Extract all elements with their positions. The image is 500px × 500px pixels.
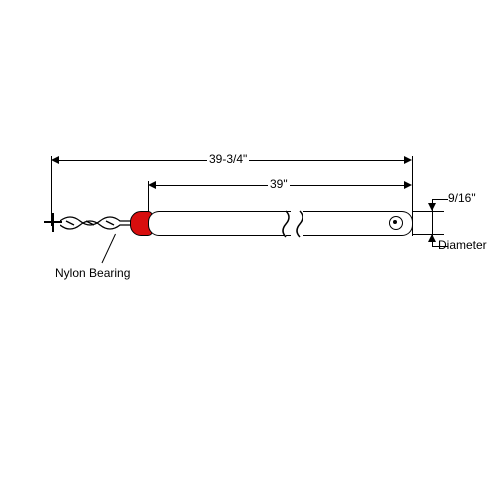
bearing-label: Nylon Bearing bbox=[55, 266, 130, 280]
cross-pin-v bbox=[52, 213, 54, 232]
tube-left-segment bbox=[148, 211, 291, 236]
dim-overall-label: 39-3/4" bbox=[207, 152, 249, 166]
dim-arrow-dia-top bbox=[428, 203, 436, 211]
dim-dia-label-b: Diameter bbox=[438, 238, 487, 252]
tube-break-left-edge bbox=[283, 211, 293, 237]
dim-arrow-overall-l bbox=[51, 156, 59, 164]
bearing-leader bbox=[102, 234, 116, 263]
ext-line-dia-top bbox=[412, 211, 444, 212]
dim-arrow-tube-r bbox=[404, 181, 412, 189]
dim-tube-label: 39" bbox=[268, 177, 290, 191]
end-hole-inner bbox=[393, 220, 397, 224]
dim-arrow-tube-l bbox=[148, 181, 156, 189]
dim-arrow-overall-r bbox=[404, 156, 412, 164]
dim-arrow-dia-bot bbox=[428, 234, 436, 242]
spiral-rod bbox=[60, 213, 132, 233]
dim-dia-label-a: 9/16" bbox=[448, 191, 476, 205]
diagram-canvas: { "dims": { "overall": "39-3/4\"", "tube… bbox=[0, 0, 500, 500]
dim-leader-dia-top bbox=[432, 199, 448, 200]
